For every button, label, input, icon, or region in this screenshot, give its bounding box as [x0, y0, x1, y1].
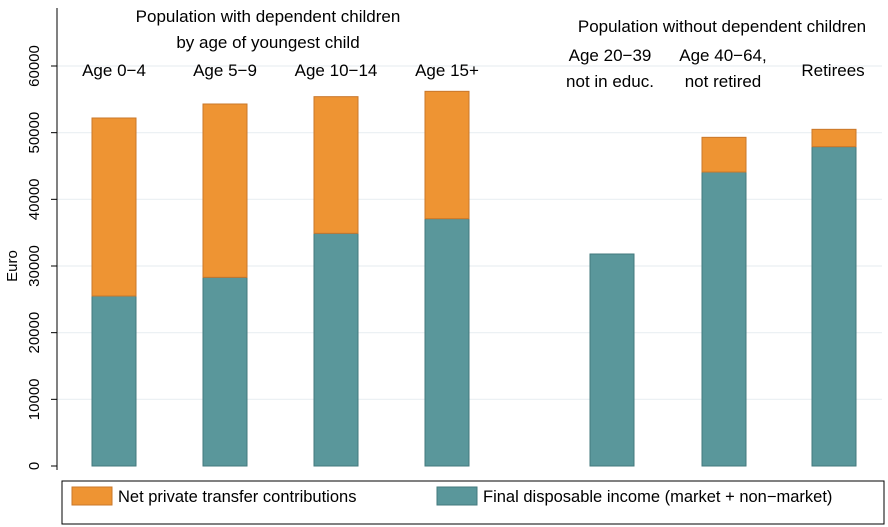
- bar-private-transfer: [313, 96, 359, 234]
- bar-private-transfer: [202, 103, 248, 278]
- y-tick-label: 10000: [26, 378, 43, 420]
- category-label: Age 15+: [415, 61, 479, 80]
- bars: [91, 90, 857, 467]
- category-label: Age 40−64,: [679, 46, 766, 65]
- legend-swatch: [436, 486, 478, 506]
- category-label: Age 10−14: [295, 61, 378, 80]
- y-tick-label: 0: [26, 462, 43, 470]
- y-tick-label: 30000: [26, 245, 43, 287]
- y-tick-label: 40000: [26, 178, 43, 220]
- category-label: Age 0−4: [82, 61, 146, 80]
- y-tick-label: 50000: [26, 112, 43, 154]
- category-label: Retirees: [801, 61, 864, 80]
- category-label: Age 5−9: [193, 61, 257, 80]
- group-header: Population without dependent children: [578, 17, 866, 36]
- bar-private-transfer: [91, 117, 137, 297]
- bar-final-income: [589, 253, 635, 467]
- bar-private-transfer: [424, 90, 470, 220]
- legend-label: Final disposable income (market + non−ma…: [483, 488, 832, 506]
- category-label: Age 20−39: [569, 46, 652, 65]
- bar-final-income: [701, 171, 747, 467]
- bar-private-transfer: [701, 136, 747, 173]
- bar-private-transfer: [811, 128, 857, 148]
- bar-final-income: [202, 276, 248, 467]
- axes: 0 10000 20000 30000 40000 50000 60000 Euro: [4, 8, 58, 470]
- category-label: not retired: [685, 72, 762, 91]
- labels: Population with dependent children by age…: [82, 7, 866, 91]
- category-label: not in educ.: [566, 72, 654, 91]
- group-header: by age of youngest child: [176, 33, 359, 52]
- bar-final-income: [424, 218, 470, 467]
- bar-final-income: [91, 295, 137, 467]
- legend-label: Net private transfer contributions: [118, 488, 356, 506]
- y-tick-label: 60000: [26, 45, 43, 87]
- bar-final-income: [811, 146, 857, 467]
- legend-swatch: [71, 486, 113, 506]
- y-axis-title: Euro: [4, 250, 21, 282]
- group-header: Population with dependent children: [136, 7, 401, 26]
- bar-final-income: [313, 232, 359, 467]
- y-tick-label: 20000: [26, 312, 43, 354]
- legend: Net private transfer contributions Final …: [61, 480, 885, 525]
